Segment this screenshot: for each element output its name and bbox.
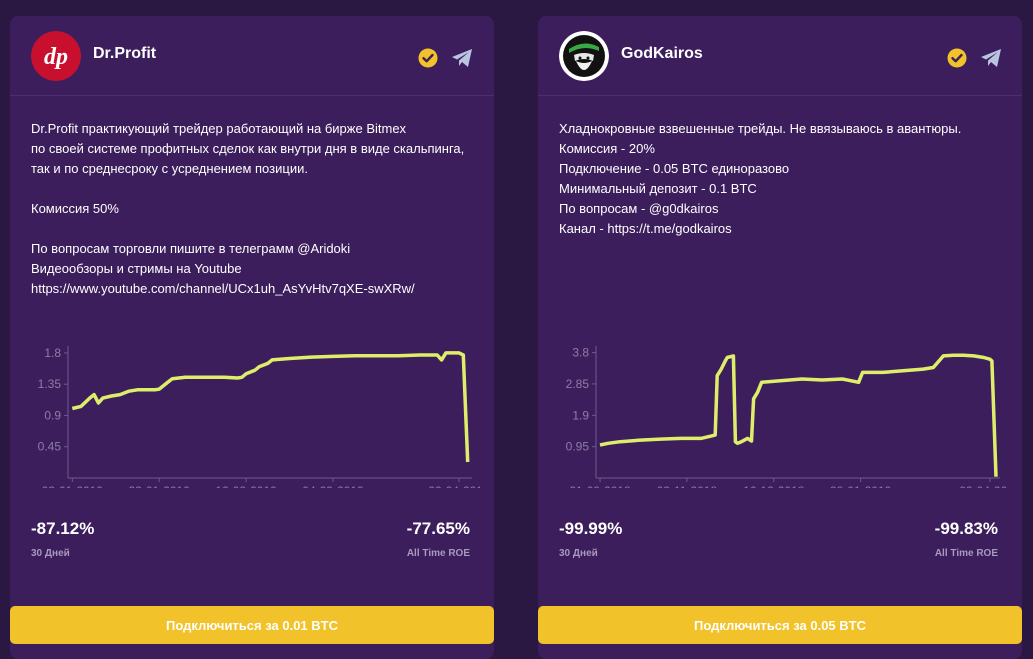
- description-line: Комиссия 50%: [31, 201, 119, 216]
- description-line[interactable]: https://www.youtube.com/channel/UCx1uh_A…: [31, 281, 415, 296]
- trader-name[interactable]: GodKairos: [621, 45, 703, 62]
- stat-30-days-value: -99.99%: [559, 519, 623, 538]
- description-line: Подключение - 0.05 BTC единоразово: [559, 161, 790, 176]
- x-tick-label: 03-01-2019: [42, 484, 104, 488]
- description-line[interactable]: Канал - https://t.me/godkairos: [559, 221, 732, 236]
- svg-text:dp: dp: [44, 44, 68, 70]
- verified-check-icon: [418, 48, 438, 68]
- description-line: Dr.Profit практикующий трейдер работающи…: [31, 121, 407, 136]
- x-tick-label: 23-01-2019: [129, 484, 191, 488]
- description-line: Хладнокровные взвешенные трейды. Не ввяз…: [559, 121, 962, 136]
- x-tick-label: 02-04-2019: [959, 484, 1008, 488]
- y-tick-label: 0.45: [38, 440, 62, 454]
- stat-roe-label: All Time ROE: [406, 548, 470, 559]
- performance-chart: 0.95 1.9 2.85 3.8 21-09-2018 03-11-2018 16-12-…: [566, 346, 1008, 488]
- stat-30-days-value: -87.12%: [31, 519, 95, 538]
- description-line: Минимальный депозит - 0.1 BTC: [559, 181, 757, 196]
- y-tick-label: 1.9: [572, 408, 589, 422]
- x-tick-label: 03-11-2018: [657, 484, 718, 488]
- trader-card: GodKairos Хладнокровные взвешенные трейд…: [538, 16, 1022, 659]
- stat-roe-value: -77.65%: [406, 519, 470, 538]
- x-tick-label: 04-03-2019: [302, 484, 364, 488]
- y-tick-label: 1.35: [38, 377, 62, 391]
- verified-check-icon: [947, 48, 967, 68]
- description-line: [31, 219, 481, 239]
- y-tick-label: 3.8: [572, 346, 589, 360]
- god-kairos-logo: [559, 31, 609, 81]
- description-line: Комиссия - 20%: [559, 141, 655, 156]
- x-tick-label: 28-01-2019: [830, 484, 892, 488]
- telegram-icon[interactable]: [980, 48, 1002, 68]
- telegram-icon[interactable]: [451, 48, 473, 68]
- description-line: По вопросам - @g0dkairos: [559, 201, 719, 216]
- card-header: dp Dr.Profit: [10, 16, 494, 96]
- description-line: по своей системе профитных сделок как вн…: [31, 141, 465, 156]
- stat-roe-value: -99.83%: [934, 519, 998, 538]
- x-tick-label: 21-09-2018: [569, 484, 631, 488]
- x-tick-label: 02-04-2019: [428, 484, 480, 488]
- y-tick-label: 1.8: [44, 346, 61, 360]
- description-line: Видеообзоры и стримы на Youtube: [31, 261, 242, 276]
- trader-name[interactable]: Dr.Profit: [93, 45, 157, 62]
- stat-roe-label: All Time ROE: [934, 548, 998, 559]
- trader-card: dp Dr.Profit Dr.Profit практикующий трей…: [10, 16, 494, 659]
- card-header: GodKairos: [538, 16, 1022, 96]
- series-line: [71, 351, 470, 463]
- description-line: По вопросам торговли пишите в телеграмм …: [31, 241, 351, 256]
- y-tick-label: 0.95: [566, 440, 590, 454]
- connect-button[interactable]: Подключиться за 0.05 BTC: [538, 606, 1022, 644]
- dr-profit-logo: dp: [31, 31, 81, 81]
- connect-button[interactable]: Подключиться за 0.01 BTC: [10, 606, 494, 644]
- stat-30-days-label: 30 Дней: [31, 548, 70, 559]
- y-tick-label: 0.9: [44, 408, 61, 422]
- trader-description: Хладнокровные взвешенные трейды. Не ввяз…: [559, 119, 1009, 239]
- performance-chart: 0.45 0.9 1.35 1.8 03-01-2019 23-01-2019 12-02-…: [38, 346, 480, 488]
- avatar[interactable]: [559, 31, 609, 81]
- y-tick-label: 2.85: [566, 377, 590, 391]
- stat-30-days-label: 30 Дней: [559, 548, 598, 559]
- series-line: [599, 353, 998, 477]
- trader-description: Dr.Profit практикующий трейдер работающи…: [31, 119, 481, 299]
- x-tick-label: 12-02-2019: [215, 484, 277, 488]
- description-line: так и по среднесроку с усреднением позиц…: [31, 161, 308, 176]
- x-tick-label: 16-12-2018: [743, 484, 805, 488]
- description-line: [31, 179, 481, 199]
- avatar[interactable]: dp: [31, 31, 81, 81]
